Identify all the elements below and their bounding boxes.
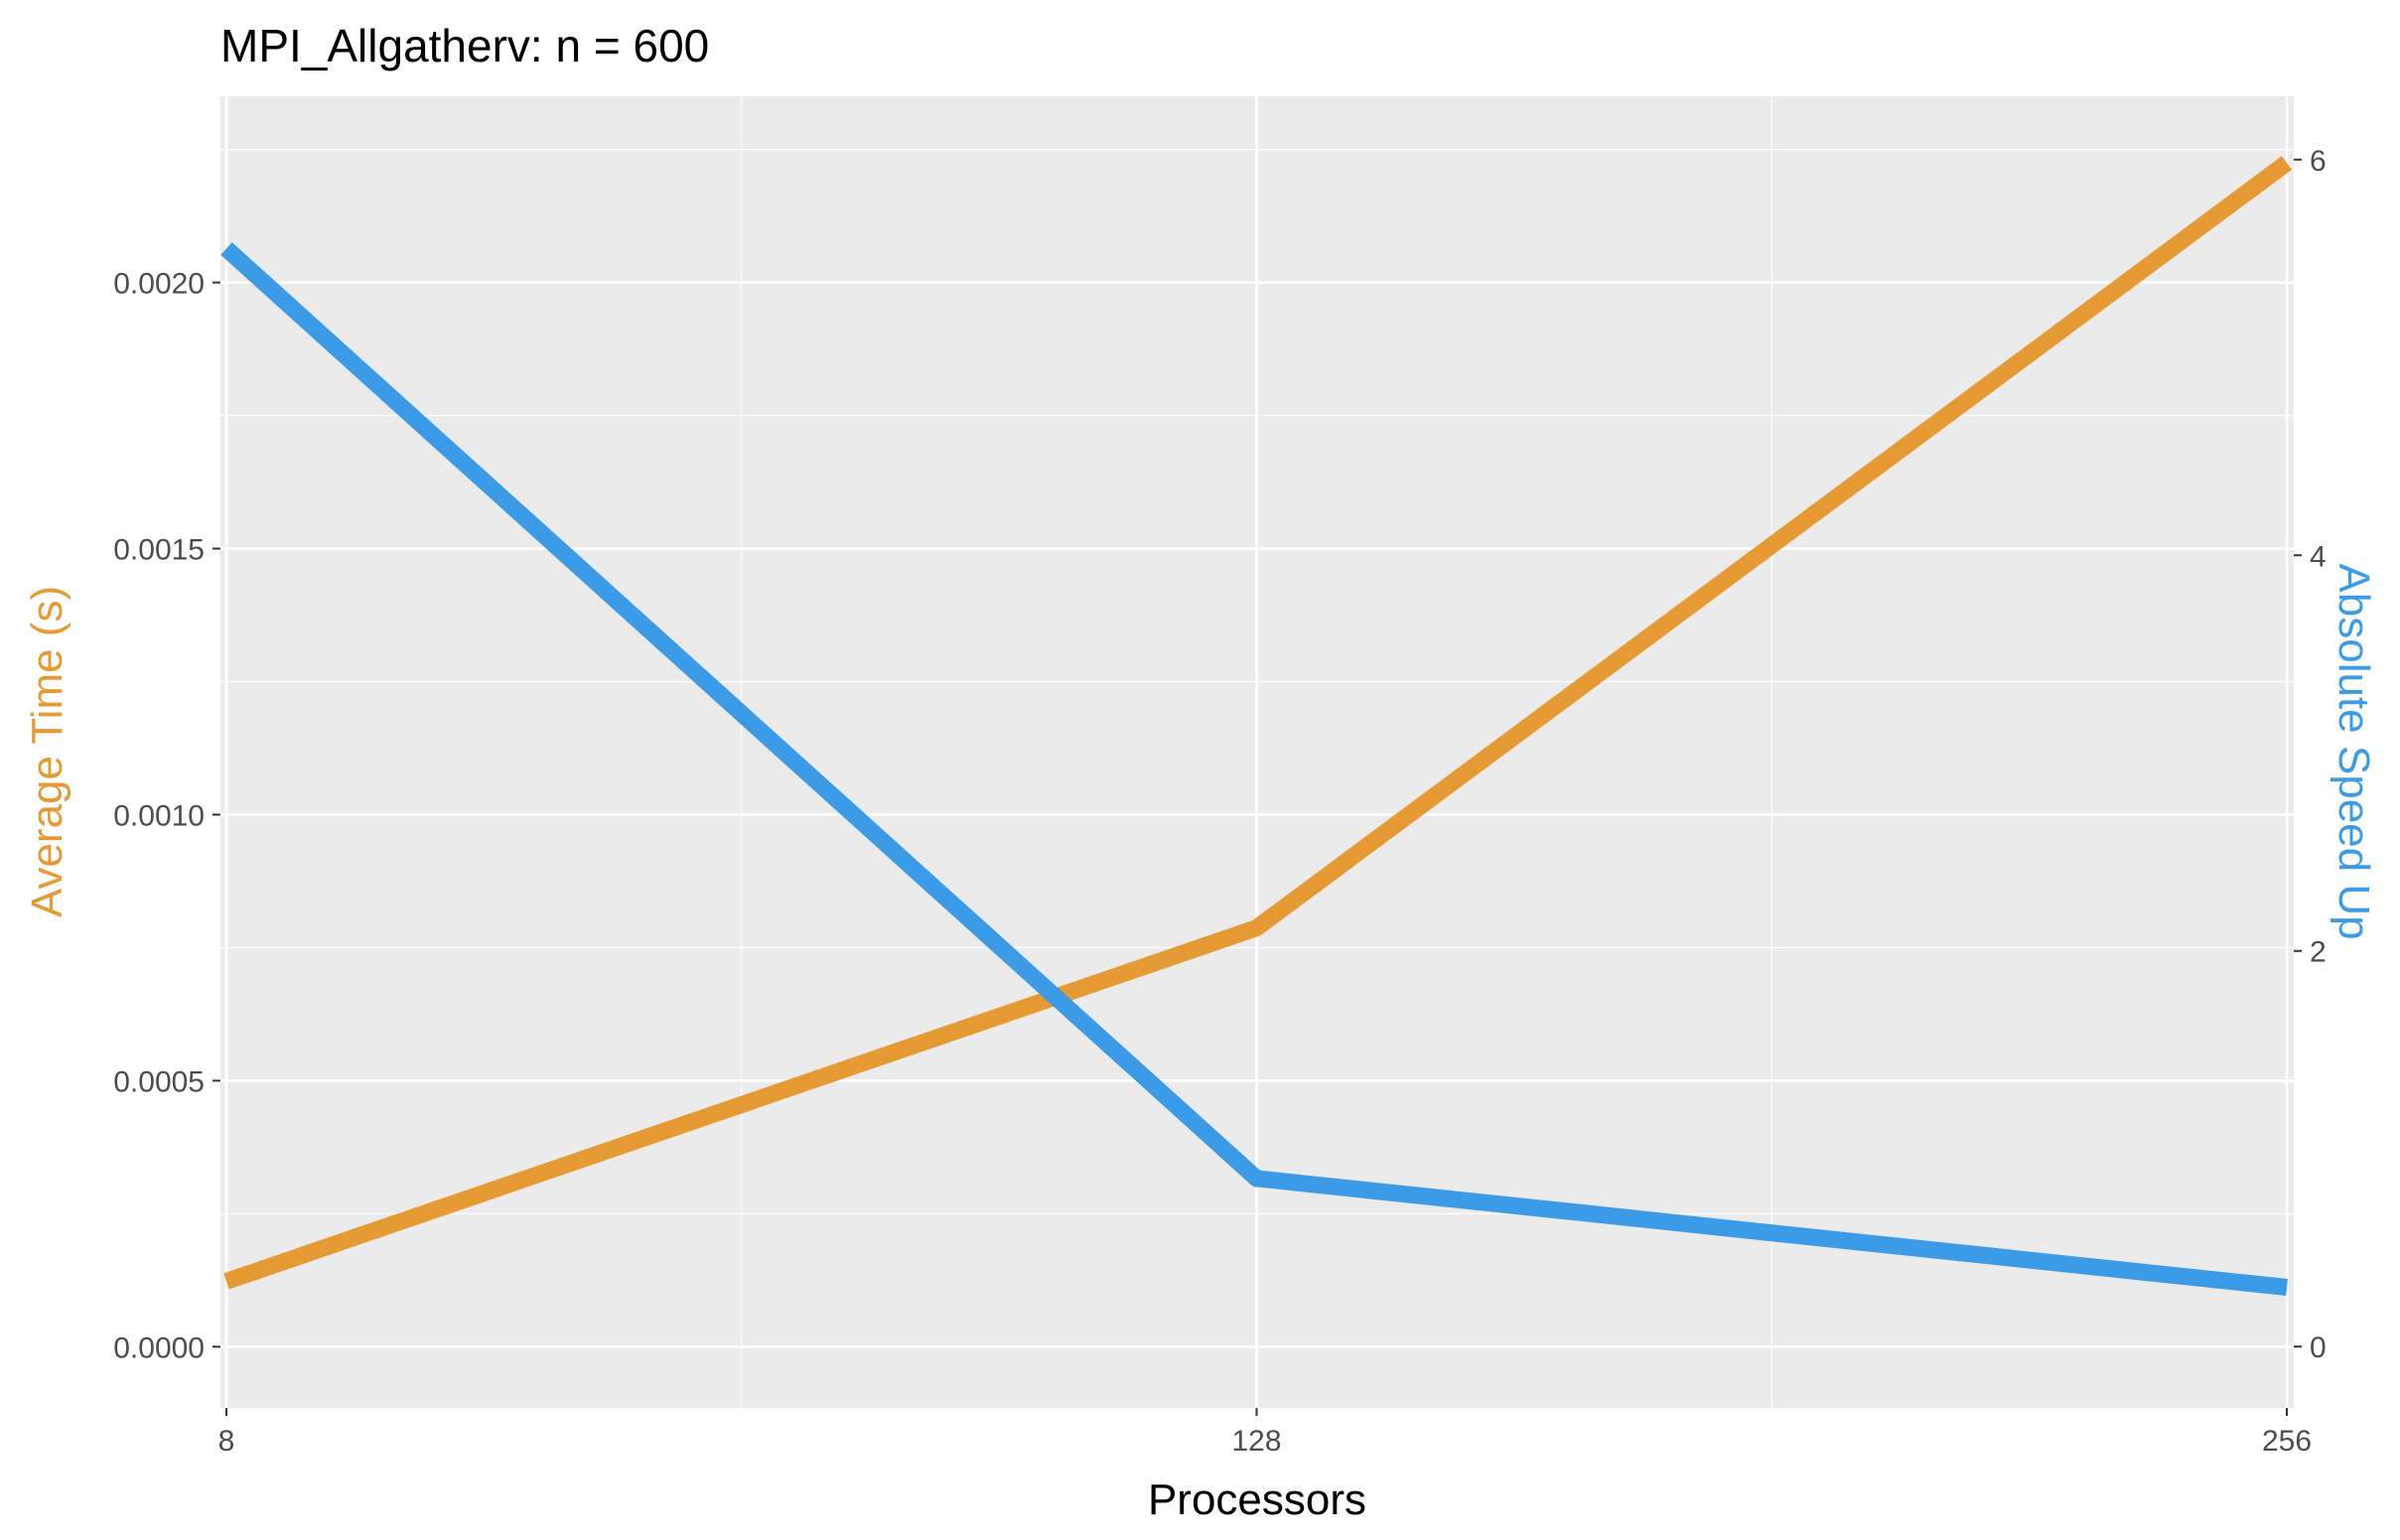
- speedup-series-line: [220, 242, 2288, 1296]
- left-y-tick-label: 0.0010: [113, 799, 205, 832]
- time-series-line: [223, 156, 2293, 1290]
- series-layer: [220, 156, 2293, 1296]
- right-y-tick-label: 0: [2310, 1331, 2327, 1364]
- x-tick-label: 8: [218, 1425, 235, 1458]
- chart-title: MPI_Allgatherv: n = 600: [220, 20, 709, 71]
- right-y-tick-label: 2: [2310, 936, 2327, 969]
- right-y-axis-title: Absolute Speed Up: [2329, 563, 2378, 939]
- right-y-tick-label: 6: [2310, 145, 2327, 178]
- left-y-axis: 0.0000 0.0005 0.0010 0.0015 0.0020: [113, 268, 220, 1364]
- x-tick-label: 128: [1231, 1425, 1281, 1458]
- left-y-tick-label: 0.0000: [113, 1331, 205, 1364]
- left-y-axis-title: Average Time (s): [23, 586, 71, 917]
- right-y-tick-label: 4: [2310, 540, 2327, 573]
- left-y-tick-label: 0.0005: [113, 1065, 205, 1098]
- x-axis-title: Processors: [1148, 1475, 1366, 1524]
- right-y-axis: 0 2 4 6: [2294, 145, 2327, 1364]
- x-axis: 8 128 256: [218, 1408, 2312, 1458]
- left-y-tick-label: 0.0020: [113, 268, 205, 301]
- left-y-tick-label: 0.0015: [113, 534, 205, 567]
- x-tick-label: 256: [2262, 1425, 2312, 1458]
